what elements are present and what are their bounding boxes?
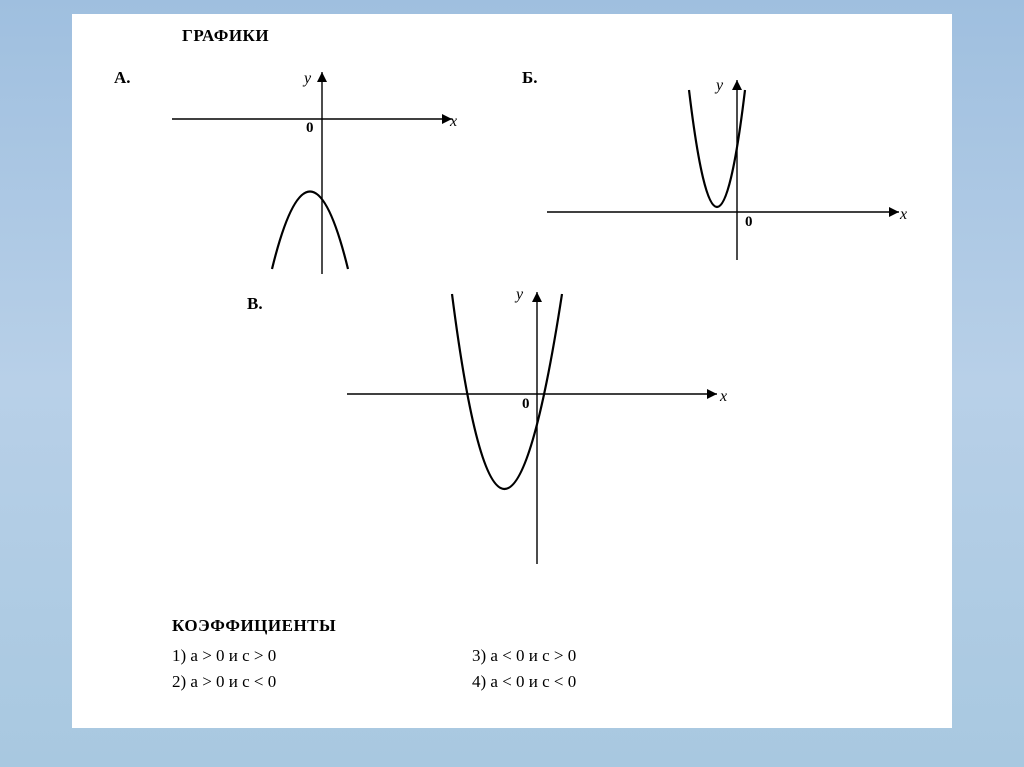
graph-a xyxy=(172,64,472,274)
graph-b-y-label: y xyxy=(716,77,723,95)
coeff-option-1: 1) a > 0 и c > 0 xyxy=(172,646,276,666)
graph-c-origin: 0 xyxy=(522,396,530,413)
section-title-graphs: ГРАФИКИ xyxy=(182,26,269,46)
coeff-option-2: 2) a > 0 и c < 0 xyxy=(172,672,276,692)
coeff-option-4: 4) a < 0 и c < 0 xyxy=(472,672,576,692)
panel-label-b: Б. xyxy=(522,68,538,88)
panel-label-a: А. xyxy=(114,68,131,88)
graph-b-origin: 0 xyxy=(745,214,753,231)
graph-b xyxy=(537,72,917,262)
graph-c xyxy=(317,284,737,574)
graph-a-x-label: x xyxy=(450,113,457,131)
section-title-coeffs: КОЭФФИЦИЕНТЫ xyxy=(172,616,336,636)
panel-label-c: В. xyxy=(247,294,263,314)
content-card: ГРАФИКИ А. Б. y x 0 y x 0 В. xyxy=(72,14,952,728)
graph-a-origin: 0 xyxy=(306,120,314,137)
coeff-option-3: 3) a < 0 и c > 0 xyxy=(472,646,576,666)
graph-b-x-label: x xyxy=(900,206,907,224)
graph-c-x-label: x xyxy=(720,388,727,406)
graph-c-y-label: y xyxy=(516,286,523,304)
graph-a-y-label: y xyxy=(304,70,311,88)
